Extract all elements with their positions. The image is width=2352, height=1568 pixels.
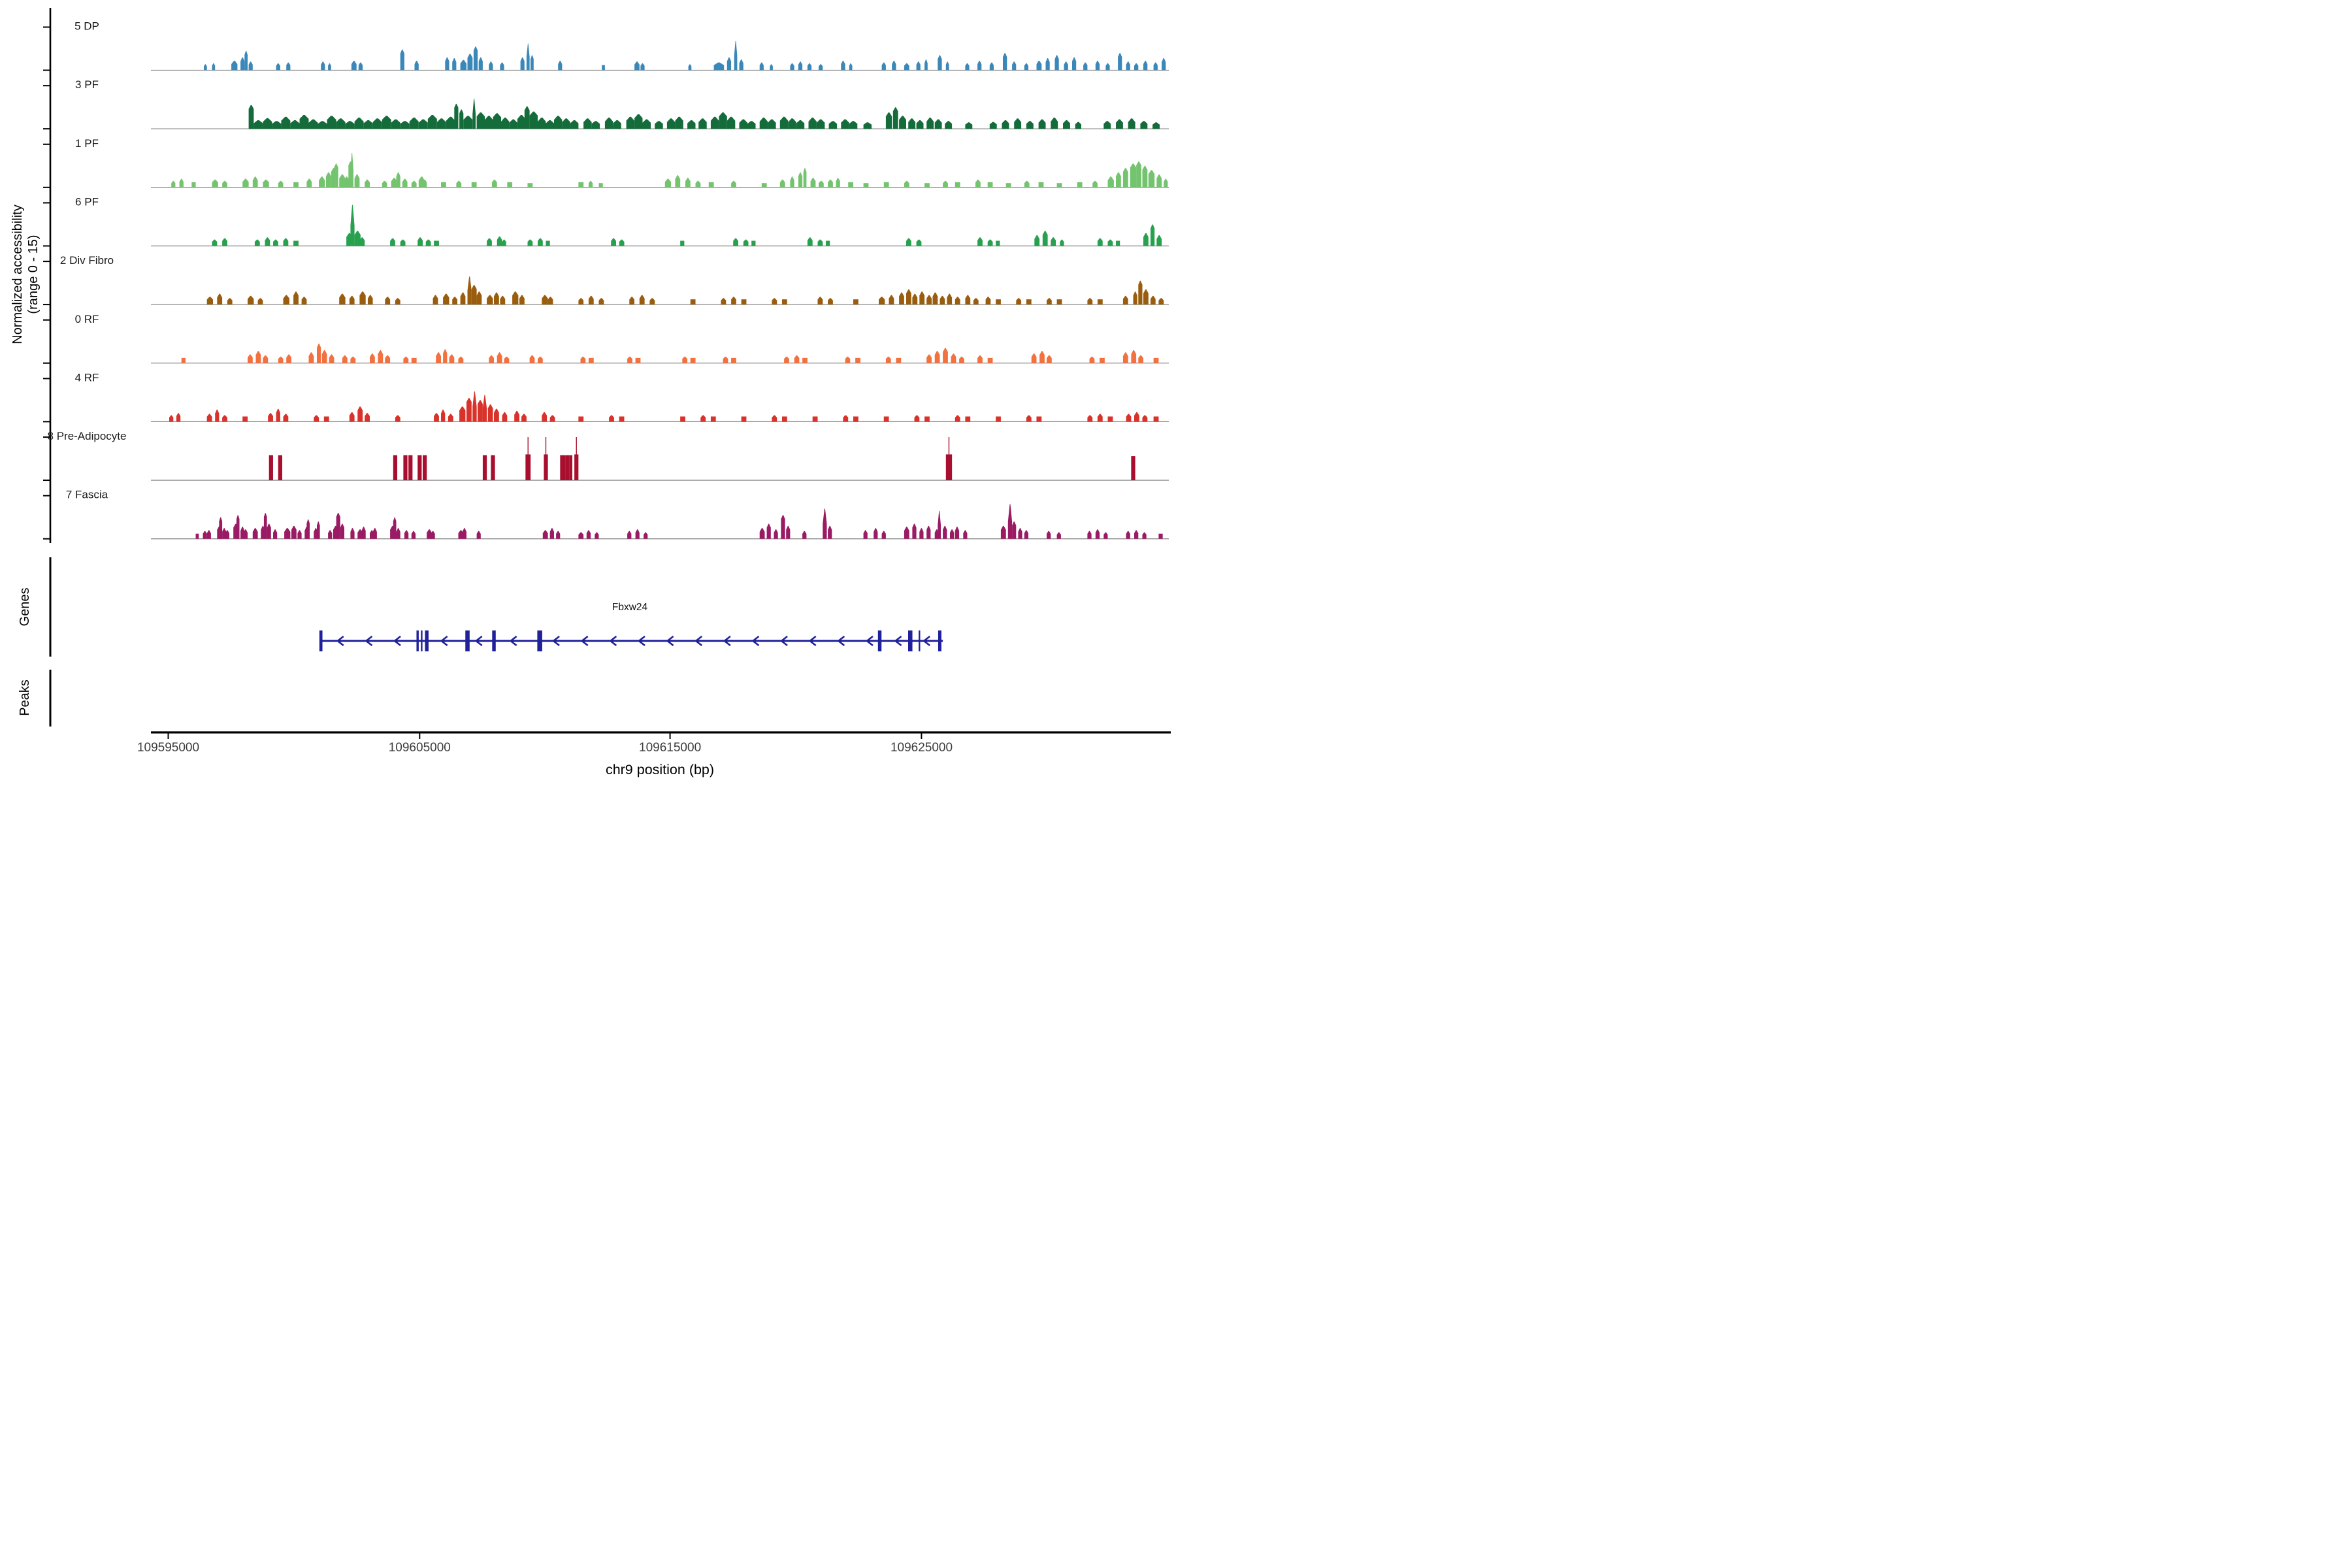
x-tick-label-109595000: 109595000 [137, 741, 199, 755]
strand-arrow-left-icon [551, 635, 560, 647]
track-signal-7-fascia [151, 504, 1169, 540]
x-axis [151, 731, 1171, 739]
gene-name-label: Fbxw24 [612, 602, 648, 613]
track-label-3-pf: 3 PF [75, 78, 99, 91]
strand-arrow-left-icon [393, 635, 401, 647]
strand-arrow-left-icon [609, 635, 617, 647]
plot-text-layer: 5 DP 3 PF 1 PF 6 PF 2 Div Fibro 0 RF 4 R… [10, 20, 953, 778]
strand-arrow-left-icon [751, 635, 760, 647]
gene-exon [919, 630, 921, 651]
strand-arrow-left-icon [440, 635, 448, 647]
gene-exon [416, 630, 419, 651]
track-label-8-pre-adipocyte: 8 Pre-Adipocyte [48, 430, 127, 442]
gene-exon [907, 630, 913, 651]
gene-exon [492, 630, 496, 651]
track-signal-6-pf [151, 204, 1169, 247]
x-axis-label: chr9 position (bp) [606, 762, 714, 777]
gene-exon [319, 630, 323, 651]
strand-arrow-left-icon [694, 635, 702, 647]
track-signal-3-pf [151, 99, 1169, 129]
strand-arrow-left-icon [808, 635, 817, 647]
peaks-section-label: Peaks [18, 679, 32, 716]
x-tick-label-109615000: 109615000 [639, 741, 701, 755]
genome-browser-figure: 5 DP 3 PF 1 PF 6 PF 2 Div Fibro 0 RF 4 R… [0, 0, 1176, 784]
gene-exon [877, 630, 882, 651]
track-label-0-rf: 0 RF [75, 313, 99, 325]
track-label-6-pf: 6 PF [75, 196, 99, 208]
strand-arrow-left-icon [637, 635, 645, 647]
gene-exon [465, 630, 470, 651]
strand-arrow-left-icon [779, 635, 788, 647]
strand-arrow-left-icon [509, 635, 517, 647]
strand-arrow-left-icon [336, 635, 344, 647]
x-tick-label-109625000: 109625000 [890, 741, 953, 755]
track-signal-8-pre-adipocyte [151, 437, 1169, 481]
track-label-2-div-fibro: 2 Div Fibro [60, 254, 114, 267]
genes-section-label: Genes [18, 588, 32, 627]
strand-arrow-left-icon [580, 635, 589, 647]
strand-arrow-left-icon [474, 635, 483, 647]
y-axis-label-line2: (range 0 - 15) [26, 235, 41, 314]
plot-dynamic-layer [43, 8, 1171, 739]
strand-arrow-left-icon [923, 635, 930, 647]
x-tick-label-109605000: 109605000 [389, 741, 451, 755]
track-label-7-fascia: 7 Fascia [66, 489, 108, 501]
gene-model-fbxw24 [319, 630, 943, 651]
y-axis-label-line1: Normalized accessibility [10, 204, 25, 344]
track-signal-4-rf [151, 391, 1169, 423]
track-label-1-pf: 1 PF [75, 137, 99, 150]
strand-arrow-left-icon [365, 635, 373, 647]
gene-exon [421, 630, 423, 651]
accessibility-tracks-plot: 5 DP 3 PF 1 PF 6 PF 2 Div Fibro 0 RF 4 R… [10, 8, 1171, 778]
strand-arrow-left-icon [894, 635, 902, 647]
strand-arrow-left-icon [666, 635, 674, 647]
track-label-5-dp: 5 DP [74, 20, 99, 33]
track-label-4-rf: 4 RF [75, 371, 99, 384]
gene-exon [938, 630, 941, 651]
track-signal-0-rf [151, 344, 1169, 364]
strand-arrow-left-icon [837, 635, 845, 647]
strand-arrow-left-icon [865, 635, 874, 647]
gene-exon [425, 630, 429, 651]
gene-exon [537, 630, 542, 651]
strand-arrow-left-icon [723, 635, 731, 647]
track-signal-2-div-fibro [151, 276, 1169, 305]
y-axis [43, 8, 52, 543]
track-signal-1-pf [151, 153, 1169, 188]
track-signal-5-dp [151, 41, 1169, 71]
